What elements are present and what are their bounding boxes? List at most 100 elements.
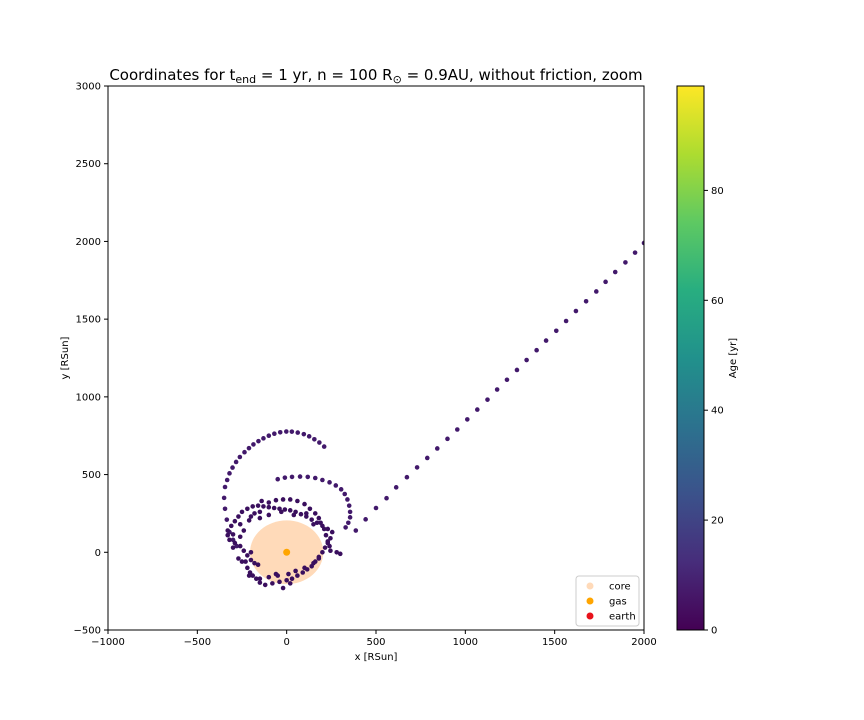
- scatter-point: [257, 515, 263, 521]
- scatter-point: [312, 511, 318, 516]
- scatter-point: [236, 514, 241, 519]
- scatter-point: [248, 557, 254, 563]
- scatter-point: [237, 543, 243, 549]
- scatter-point: [312, 436, 317, 442]
- scatter-point: [287, 581, 293, 586]
- scatter-point: [573, 308, 579, 314]
- scatter-point: [329, 529, 335, 535]
- scatter-point: [295, 498, 300, 504]
- scatter-point: [280, 497, 286, 502]
- scatter-point: [494, 387, 500, 392]
- scatter-point: [284, 429, 289, 434]
- colorbar-tick-label: 40: [711, 406, 724, 417]
- scatter-point: [222, 484, 228, 490]
- scatter-point: [307, 506, 313, 512]
- scatter-point: [304, 511, 309, 516]
- scatter-point: [321, 444, 327, 449]
- scatter-point: [280, 585, 286, 591]
- scatter-point: [434, 446, 440, 451]
- scatter-point: [270, 581, 275, 586]
- scatter-point: [225, 528, 231, 533]
- scatter-point: [485, 397, 490, 402]
- scatter-point: [230, 532, 236, 537]
- scatter-point: [237, 454, 243, 460]
- scatter-point: [282, 507, 288, 512]
- legend-marker-gas: [586, 597, 594, 605]
- legend-items: core gas earth: [586, 582, 636, 623]
- scatter-point: [353, 528, 359, 533]
- legend-label-core: core: [609, 582, 631, 593]
- scatter-point: [246, 518, 252, 523]
- legend-marker-core: [586, 582, 594, 590]
- colorbar-gradient: [676, 85, 705, 631]
- scatter-point: [246, 445, 252, 451]
- scatter-point: [632, 250, 638, 255]
- scatter-point: [241, 528, 247, 533]
- scatter-point: [543, 338, 549, 343]
- scatter-point: [272, 431, 277, 436]
- scatter-point: [318, 520, 323, 526]
- x-tick-label: 500: [366, 637, 385, 648]
- scatter-point: [227, 537, 232, 543]
- scatter-point: [250, 504, 256, 509]
- scatter-point: [346, 503, 352, 508]
- scatter-point: [298, 511, 304, 517]
- scatter-point: [282, 475, 288, 480]
- scatter-point: [221, 495, 227, 501]
- scatter-point: [404, 474, 410, 480]
- y-axis-label: y [RSun]: [60, 336, 71, 379]
- chart-title: Coordinates for tend = 1 yr, n = 100 R⊙ …: [109, 66, 642, 86]
- scatter-point: [347, 509, 353, 515]
- scatter-point: [224, 517, 230, 522]
- scatter-point: [271, 505, 277, 511]
- x-axis: −1000 −500 0 500 1000 1500 2000: [91, 630, 657, 648]
- y-tick-label: 500: [82, 470, 101, 481]
- scatter-point: [239, 509, 245, 515]
- y-tick-label: −500: [74, 626, 101, 637]
- scatter-point: [252, 511, 257, 516]
- colorbar: 0 20 40 60 80 Age [yr]: [676, 85, 739, 637]
- scatter-point: [333, 483, 339, 488]
- scatter-point: [284, 577, 289, 583]
- scatter-point: [257, 580, 263, 585]
- scatter-point: [225, 532, 231, 538]
- scatter-point: [227, 471, 232, 476]
- scatter-point: [454, 427, 460, 432]
- scatter-point: [291, 512, 297, 518]
- scatter-point: [245, 506, 250, 512]
- scatter-point: [325, 526, 331, 532]
- y-tick-label: 1500: [76, 315, 101, 326]
- scatter-point: [641, 240, 644, 246]
- scatter-point: [242, 449, 247, 455]
- scatter-point: [314, 520, 320, 526]
- scatter-point: [373, 505, 379, 511]
- scatter-point: [259, 498, 264, 504]
- gas-point: [283, 548, 291, 556]
- plot-frame: [107, 85, 645, 631]
- scatter-point: [266, 433, 272, 439]
- scatter-point: [363, 517, 368, 522]
- scatter-point: [224, 477, 230, 483]
- scatter-point: [266, 512, 272, 518]
- scatter-point: [343, 525, 348, 530]
- scatter-point: [293, 568, 298, 574]
- scatter-point: [312, 475, 318, 481]
- scatter-point: [237, 522, 243, 527]
- x-tick-label: 0: [283, 637, 289, 648]
- scatter-point: [414, 465, 420, 470]
- scatter-point: [297, 474, 303, 479]
- scatter-point: [243, 559, 248, 564]
- scatter-point: [248, 549, 254, 555]
- scatter-point: [295, 573, 300, 578]
- scatter-point: [241, 548, 247, 554]
- scatter-point: [275, 476, 281, 482]
- scatter-point: [323, 532, 329, 538]
- scatter-point: [475, 407, 480, 412]
- scatter-point: [317, 440, 322, 445]
- scatter-point: [306, 434, 312, 439]
- y-tick-label: 0: [95, 548, 101, 559]
- scatter-point: [257, 576, 263, 582]
- scatter-point: [334, 549, 339, 555]
- scatter-point: [230, 465, 235, 470]
- scatter-point: [305, 474, 311, 480]
